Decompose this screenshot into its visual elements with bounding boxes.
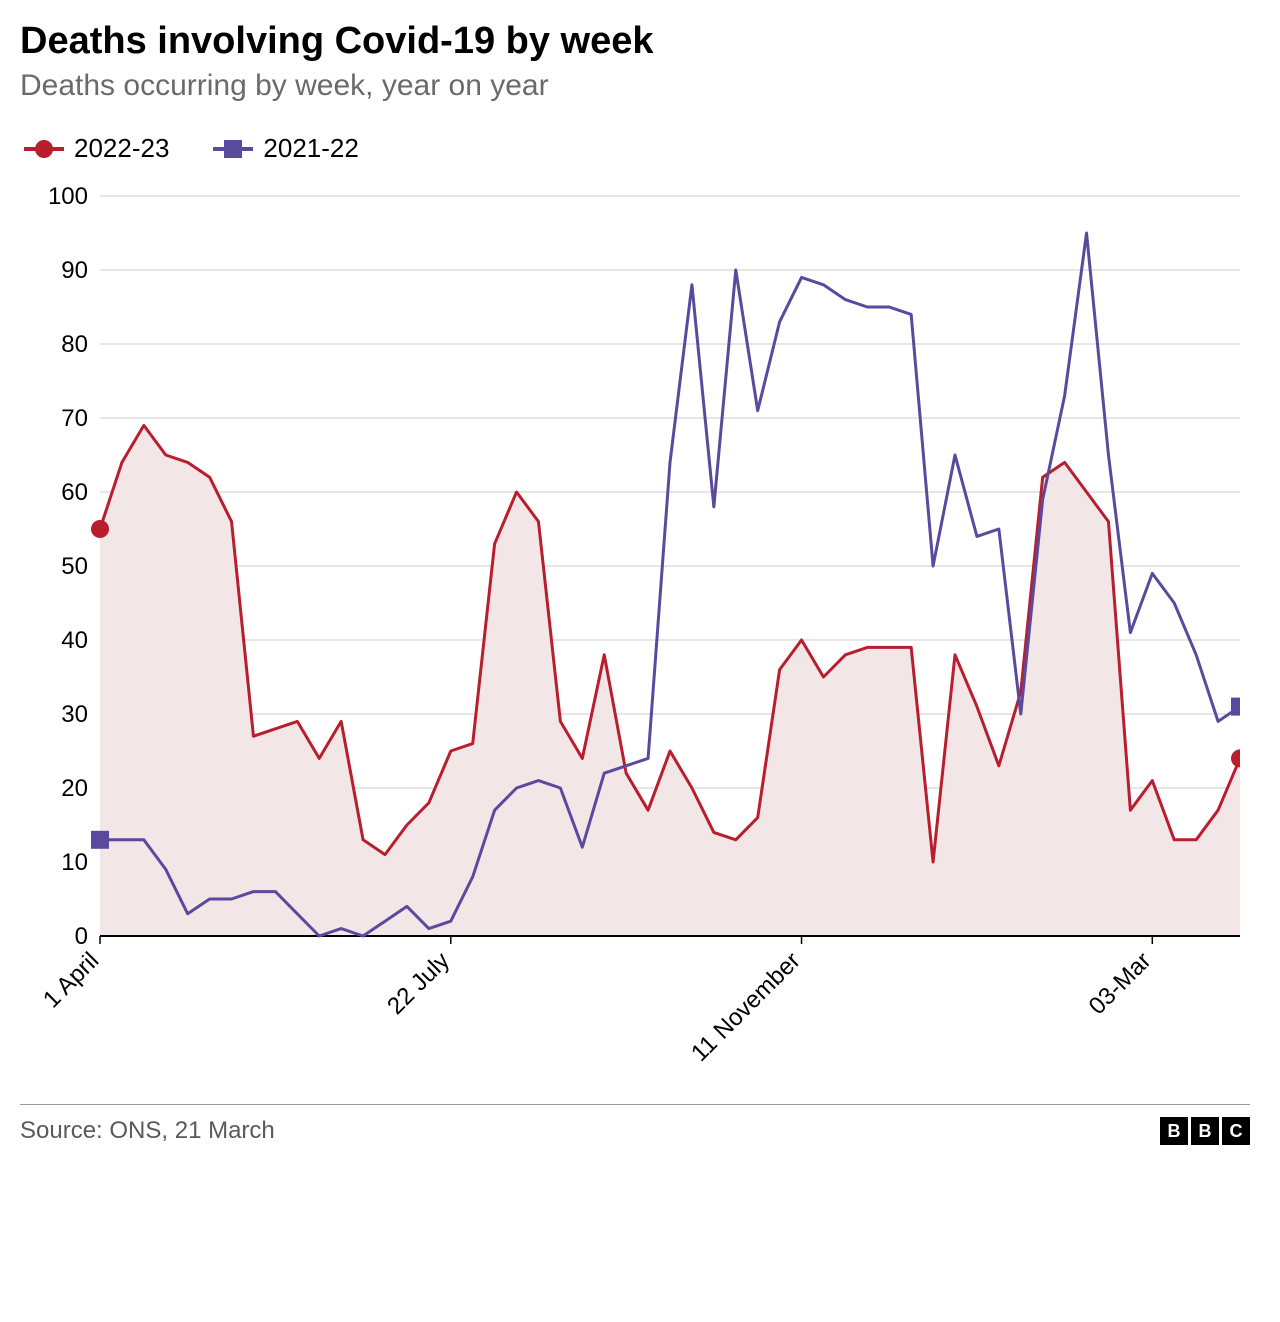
svg-text:1 April: 1 April <box>38 947 104 1013</box>
svg-text:50: 50 <box>61 553 88 580</box>
logo-letter: B <box>1160 1117 1188 1145</box>
chart-subtitle: Deaths occurring by week, year on year <box>20 69 1250 103</box>
svg-text:0: 0 <box>75 923 88 950</box>
svg-text:22 July: 22 July <box>382 947 455 1020</box>
legend-item-2021-22: 2021-22 <box>213 133 358 164</box>
svg-text:70: 70 <box>61 405 88 432</box>
legend-marker-circle-icon <box>24 139 64 159</box>
chart-plot-area: 0 10 20 30 40 50 60 70 80 90 100 1 April 22 July 11 N… <box>20 186 1240 1086</box>
svg-text:11 November: 11 November <box>686 947 806 1067</box>
logo-letter: B <box>1191 1117 1219 1145</box>
svg-text:03-Mar: 03-Mar <box>1084 947 1157 1020</box>
legend-label: 2022-23 <box>74 133 169 164</box>
svg-text:100: 100 <box>48 186 88 210</box>
chart-title: Deaths involving Covid-19 by week <box>20 20 1250 63</box>
legend-item-2022-23: 2022-23 <box>24 133 169 164</box>
source-text: Source: ONS, 21 March <box>20 1117 275 1145</box>
chart-footer: Source: ONS, 21 March B B C <box>20 1104 1250 1145</box>
svg-text:40: 40 <box>61 627 88 654</box>
svg-text:60: 60 <box>61 479 88 506</box>
legend-label: 2021-22 <box>263 133 358 164</box>
svg-text:90: 90 <box>61 257 88 284</box>
svg-text:30: 30 <box>61 701 88 728</box>
logo-letter: C <box>1222 1117 1250 1145</box>
bbc-logo-icon: B B C <box>1160 1117 1250 1145</box>
legend: 2022-23 2021-22 <box>24 133 1250 164</box>
svg-text:10: 10 <box>61 849 88 876</box>
legend-marker-square-icon <box>213 139 253 159</box>
svg-text:20: 20 <box>61 775 88 802</box>
line-chart-svg: 0 10 20 30 40 50 60 70 80 90 100 1 April 22 July 11 N… <box>20 186 1240 1086</box>
svg-text:80: 80 <box>61 331 88 358</box>
